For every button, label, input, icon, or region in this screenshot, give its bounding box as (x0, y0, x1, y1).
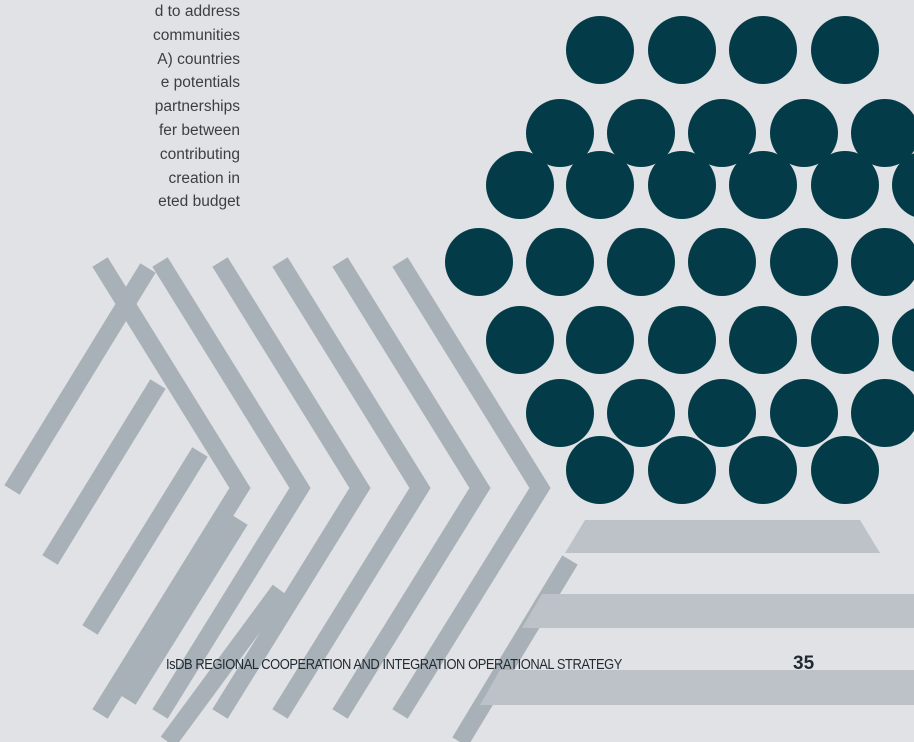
body-text-line: fer between (159, 121, 240, 139)
body-text-line: partnerships (154, 98, 240, 116)
body-text-fragment: d to address communities A) countries e … (0, 0, 240, 214)
diagonal-stripe (4, 263, 156, 495)
dot (770, 228, 838, 296)
dot (688, 99, 756, 167)
body-text-line: creation in (168, 169, 240, 187)
dot (851, 99, 914, 167)
dot (770, 99, 838, 167)
chevron-stripe (92, 257, 251, 719)
dot (648, 16, 716, 84)
dot (607, 99, 675, 167)
dot (648, 306, 716, 374)
dot (566, 151, 634, 219)
dot (526, 379, 594, 447)
horizontal-bars (480, 520, 914, 705)
page-number: 35 (793, 653, 815, 674)
diagonal-stripe (82, 447, 208, 635)
dot (811, 151, 879, 219)
diagonal-stripe (160, 584, 288, 742)
dot (526, 99, 594, 167)
chevron-stripe (212, 257, 371, 719)
footer-title: IsDB REGIONAL COOPERATION AND INTEGRATIO… (166, 656, 622, 673)
dot (688, 228, 756, 296)
chevron-stripe (152, 257, 311, 719)
dot (486, 306, 554, 374)
dot (729, 151, 797, 219)
dot (607, 228, 675, 296)
diagonal-stripe (452, 555, 578, 742)
chevron-stripe (272, 257, 431, 719)
dot (892, 308, 914, 372)
body-text-line: e potentials (160, 74, 240, 92)
dot (811, 306, 879, 374)
dot (811, 436, 879, 504)
horizontal-bar (522, 594, 914, 628)
dot (566, 436, 634, 504)
dot (688, 379, 756, 447)
body-text-line: contributing (159, 145, 240, 163)
dot (892, 153, 914, 217)
dot (526, 228, 594, 296)
horizontal-bar (565, 520, 880, 553)
dot (851, 228, 914, 296)
horizontal-bar (480, 670, 914, 705)
body-text-line: A) countries (157, 50, 240, 68)
body-text-line: d to address (154, 3, 240, 20)
dot (607, 379, 675, 447)
chevron-stripes (4, 257, 578, 742)
diagonal-stripe (120, 515, 248, 705)
dot (729, 16, 797, 84)
dot-hexagon-pattern (445, 16, 914, 504)
dot (486, 151, 554, 219)
dot (648, 436, 716, 504)
dot (566, 306, 634, 374)
dot (811, 16, 879, 84)
dot (648, 151, 716, 219)
chevron-stripe (332, 257, 491, 719)
dot (729, 306, 797, 374)
body-text-line: communities (153, 26, 240, 44)
dot (770, 379, 838, 447)
dot (566, 16, 634, 84)
dot (445, 228, 513, 296)
dot (851, 379, 914, 447)
diagonal-stripe (42, 379, 166, 565)
dot (729, 436, 797, 504)
chevron-stripe (392, 257, 551, 719)
body-text-line: eted budget (158, 193, 240, 211)
